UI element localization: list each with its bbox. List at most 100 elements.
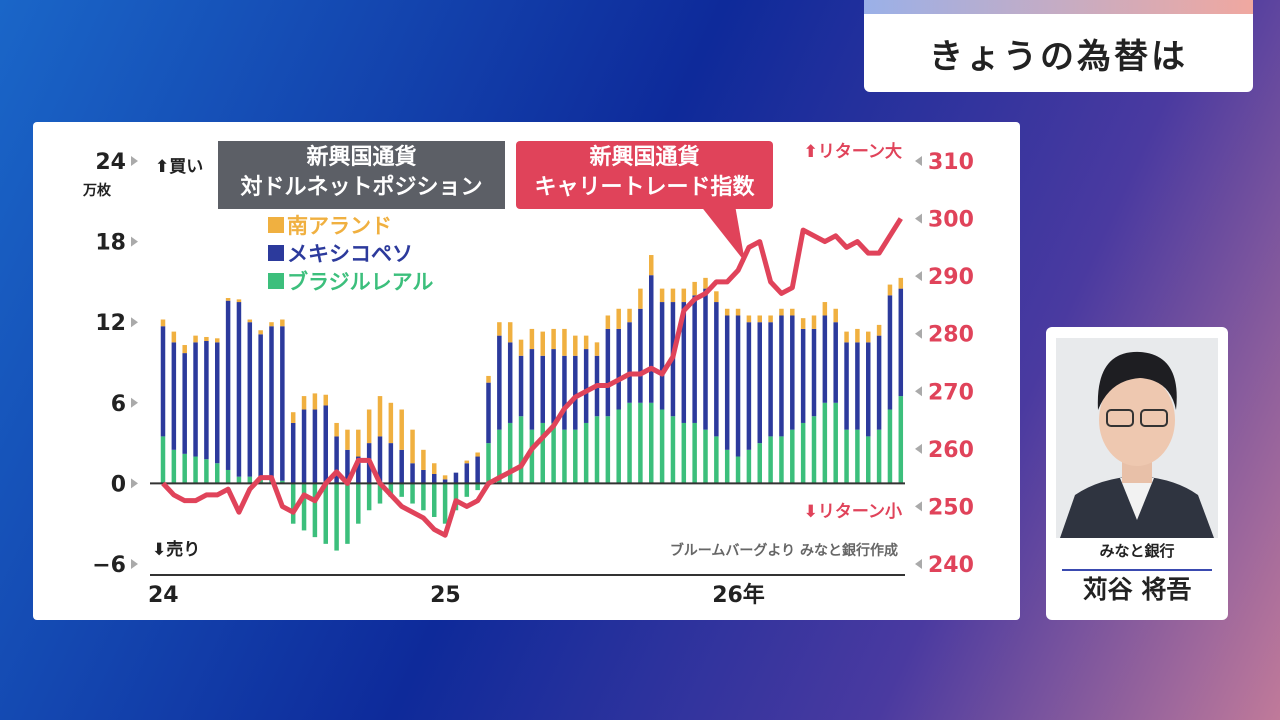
bar-segment — [714, 302, 719, 437]
bar-segment — [388, 483, 394, 497]
bar-segment — [486, 375, 491, 383]
bar-segment — [800, 328, 806, 423]
bar-segment — [193, 335, 198, 343]
bar-segment — [280, 326, 285, 481]
bar-segment — [464, 483, 470, 497]
bar-segment — [399, 483, 404, 497]
bar-segment — [258, 479, 263, 484]
bar-segment — [356, 483, 361, 524]
bar-segment — [312, 483, 318, 538]
bar-segment — [442, 479, 448, 484]
bar-segment — [800, 318, 806, 329]
bar-segment — [247, 319, 253, 323]
bar-segment — [540, 331, 545, 356]
bar-segment — [171, 342, 177, 450]
y-axis-unit: 万枚 — [82, 182, 112, 199]
bar-segment — [193, 342, 198, 457]
bar-segment — [703, 288, 708, 430]
bar-segment — [334, 422, 339, 437]
bar-segment — [562, 328, 567, 356]
bar-segment — [529, 349, 535, 430]
bar-segment — [421, 449, 426, 470]
bar-segment — [594, 416, 600, 484]
bar-segment — [301, 396, 307, 410]
bar-segment — [182, 345, 187, 354]
bar-segment — [486, 382, 491, 444]
bar-segment — [876, 335, 882, 430]
bar-segment — [573, 429, 578, 484]
bar-segment — [301, 483, 307, 531]
bar-segment — [280, 480, 285, 484]
bar-segment — [866, 436, 871, 484]
bar-segment — [366, 409, 372, 444]
bar-segment — [714, 436, 719, 484]
bar-segment — [551, 328, 556, 350]
y-tick-label: 18 — [95, 231, 126, 256]
bar-segment — [573, 335, 578, 356]
bar-segment — [204, 459, 209, 484]
y2-tick-label: 270 — [928, 380, 974, 405]
bar-segment — [659, 288, 665, 303]
bar-segment — [855, 328, 860, 343]
bar-segment — [735, 456, 741, 484]
legend-swatch — [268, 273, 284, 289]
bar-segment — [290, 483, 296, 524]
bar-segment — [171, 449, 177, 484]
legend-swatch — [268, 217, 284, 233]
y2-tick — [915, 213, 922, 224]
bar-segment — [876, 324, 882, 336]
bar-segment — [258, 334, 263, 480]
bar-segment — [475, 456, 480, 484]
bar-segment — [518, 416, 524, 484]
y2-tick — [915, 386, 922, 397]
bar-segment — [779, 436, 784, 484]
bar-segment — [388, 443, 394, 484]
bar-segment — [616, 328, 621, 410]
x-tick-label: 25 — [430, 583, 461, 608]
bar-segment — [399, 449, 404, 484]
bar-segment — [605, 416, 611, 484]
bar-segment — [811, 315, 817, 329]
bar-segment — [898, 288, 904, 397]
bar-segment — [768, 436, 773, 484]
bar-segment — [768, 322, 773, 437]
y-tick-label: 24 — [95, 150, 126, 175]
x-tick-label: 24 — [148, 583, 179, 608]
bar-segment — [790, 429, 795, 484]
bar-segment — [627, 308, 632, 323]
bar-segment — [345, 483, 350, 544]
bar-segment — [182, 453, 187, 484]
y-tick — [131, 317, 138, 328]
bar-segment — [562, 355, 567, 430]
bar-segment — [453, 472, 459, 484]
bar-segment — [453, 483, 459, 511]
bar-segment — [497, 429, 502, 484]
bar-segment — [735, 308, 741, 316]
bar-segment — [225, 300, 231, 470]
y-tick — [131, 559, 138, 569]
bar-segment — [757, 322, 762, 444]
bar-segment — [866, 331, 871, 343]
x-tick-label: 26年 — [712, 582, 765, 608]
bar-segment — [822, 402, 828, 484]
bar-segment — [833, 402, 838, 484]
bar-segment — [182, 353, 187, 454]
bar-segment — [605, 315, 611, 329]
bar-segment — [703, 277, 708, 289]
bar-segment — [768, 315, 773, 323]
bar-segment — [594, 342, 600, 356]
bar-segment — [649, 275, 654, 403]
bar-segment — [540, 355, 545, 423]
bar-segment — [486, 443, 491, 484]
y-tick — [131, 156, 138, 166]
bar-segment — [573, 355, 578, 430]
legend-entry: ブラジルレアル — [268, 268, 433, 296]
page-title: きょうの為替は — [864, 14, 1253, 92]
annotation: ⬇売り — [152, 539, 200, 560]
bar-segment — [269, 326, 274, 481]
legend: 南アランド メキシコペソ ブラジルレアル — [268, 212, 433, 296]
bar-segment — [649, 255, 654, 276]
bar-segment — [529, 429, 535, 484]
